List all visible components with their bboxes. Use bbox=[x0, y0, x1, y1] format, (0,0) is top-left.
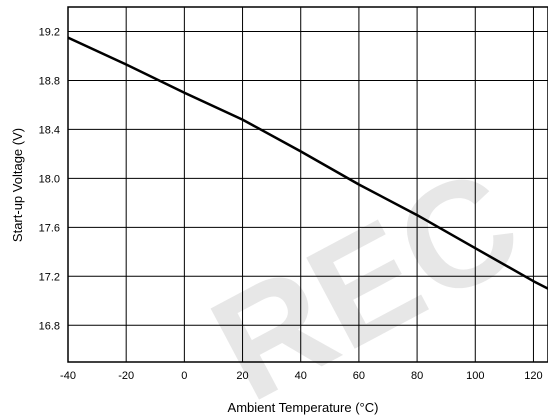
grid bbox=[67, 7, 548, 362]
y-tick-label-2: 17.6 bbox=[39, 222, 60, 234]
x-tick-label-2: 0 bbox=[181, 370, 187, 382]
y-tick-label-5: 18.8 bbox=[39, 75, 60, 87]
x-tick-label-8: 120 bbox=[524, 370, 542, 382]
y-tick-label-1: 17.2 bbox=[39, 271, 60, 283]
x-tick-label-4: 40 bbox=[295, 370, 307, 382]
plot-frame bbox=[67, 6, 548, 363]
x-tick-label-5: 60 bbox=[353, 370, 365, 382]
x-tick-label-7: 100 bbox=[466, 370, 484, 382]
series-line-0 bbox=[67, 36, 548, 290]
y-tick-label-6: 19.2 bbox=[39, 26, 60, 38]
y-axis-title: Start-up Voltage (V) bbox=[10, 128, 25, 242]
y-tick-label-0: 16.8 bbox=[39, 320, 60, 332]
x-tick-label-1: -20 bbox=[118, 370, 134, 382]
x-axis-title: Ambient Temperature (°C) bbox=[228, 400, 379, 415]
x-tick-label-0: -40 bbox=[60, 370, 76, 382]
x-tick-label-3: 20 bbox=[236, 370, 248, 382]
series-layer bbox=[67, 36, 548, 290]
x-tick-label-6: 80 bbox=[411, 370, 423, 382]
y-tick-label-4: 18.4 bbox=[39, 124, 60, 136]
y-tick-label-3: 18.0 bbox=[39, 173, 60, 185]
